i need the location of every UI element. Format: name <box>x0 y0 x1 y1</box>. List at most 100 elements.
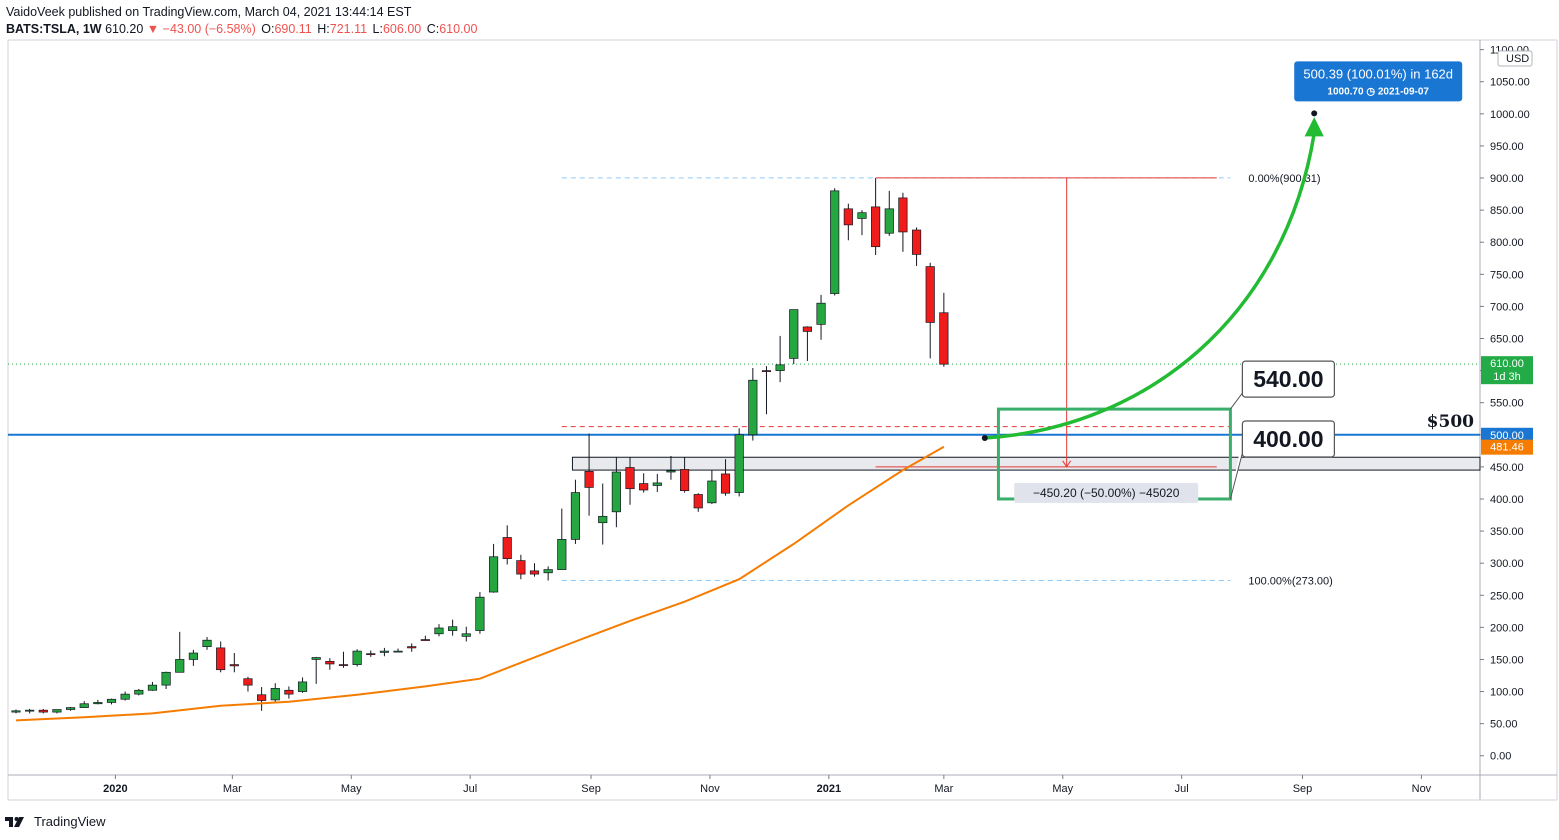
y-tick-label: 650.00 <box>1490 333 1524 345</box>
candle-up[interactable] <box>161 671 171 686</box>
x-tick-label: 2021 <box>817 783 841 795</box>
y-tick-label: 550.00 <box>1490 398 1524 410</box>
candle-up[interactable] <box>475 596 485 631</box>
candle-down[interactable] <box>366 653 376 656</box>
candle-up[interactable] <box>775 364 785 371</box>
candle-down[interactable] <box>680 469 690 491</box>
symbol-label[interactable]: BATS:TSLA, 1W <box>6 22 102 36</box>
candle-down[interactable] <box>529 570 540 575</box>
candle-down[interactable] <box>871 206 881 248</box>
projection-start-point[interactable] <box>981 434 988 441</box>
candle-up[interactable] <box>652 482 662 486</box>
candle-up[interactable] <box>270 687 280 701</box>
candle-up[interactable] <box>202 639 212 647</box>
callout-box[interactable] <box>1241 420 1335 458</box>
candle-up[interactable] <box>611 471 621 513</box>
candle-down[interactable] <box>216 647 226 671</box>
candle-down[interactable] <box>898 197 908 233</box>
candle-down[interactable] <box>625 467 635 490</box>
candle-up[interactable] <box>570 492 581 540</box>
candle-down[interactable] <box>761 370 772 372</box>
tradingview-brand: TradingView <box>34 813 106 829</box>
moving-average-line[interactable] <box>15 445 945 722</box>
projection-label-box[interactable] <box>1294 61 1463 102</box>
candle-up[interactable] <box>52 709 62 713</box>
candle-up[interactable] <box>488 556 499 593</box>
candle-up[interactable] <box>884 208 894 234</box>
y-tick-label: 100.00 <box>1490 687 1524 699</box>
support-zone[interactable] <box>571 456 1481 471</box>
candle-up[interactable] <box>789 309 799 359</box>
candle-down[interactable] <box>407 646 417 649</box>
candle-down[interactable] <box>584 471 594 488</box>
time-axis[interactable]: 2020 Mar May Jul Sep Nov 2021 Mar May Jul Sep Nov <box>103 775 1432 795</box>
x-tick-label: Nov <box>700 783 720 795</box>
candle-up[interactable] <box>557 539 567 570</box>
candle-down[interactable] <box>284 689 294 695</box>
candle-up[interactable] <box>434 627 444 635</box>
candle-up[interactable] <box>352 650 362 665</box>
candle-down[interactable] <box>939 312 949 365</box>
callout-box[interactable] <box>1241 360 1335 398</box>
candle-up[interactable] <box>666 470 676 473</box>
candle-down[interactable] <box>516 560 526 575</box>
candle-up[interactable] <box>748 379 758 436</box>
candle-up[interactable] <box>79 703 89 708</box>
candle-down[interactable] <box>502 537 512 560</box>
candle-down[interactable] <box>420 639 430 641</box>
candle-up[interactable] <box>25 709 35 712</box>
candle-up[interactable] <box>188 652 198 660</box>
drawings[interactable]: 0.00%(900.31)61.80%(512.63)100.00%(273.0… <box>8 173 1481 588</box>
candle-up[interactable] <box>120 693 130 700</box>
candle-down[interactable] <box>802 326 812 332</box>
candle-up[interactable] <box>11 710 21 713</box>
candle-up[interactable] <box>106 698 117 703</box>
measure-label-box <box>1014 482 1199 503</box>
price-tag[interactable] <box>1481 427 1533 443</box>
candle-up[interactable] <box>393 650 403 653</box>
candle-up[interactable] <box>707 480 717 504</box>
candle-up[interactable] <box>598 515 608 524</box>
overlays[interactable]: 500.39 (100.01%) in 162d 1000.70 ◷ 2021-0… <box>15 61 1463 722</box>
currency-label: USD <box>1506 53 1529 65</box>
candle-up[interactable] <box>175 659 185 673</box>
candle-up[interactable] <box>543 569 553 574</box>
candle-down[interactable] <box>229 664 239 667</box>
currency-badge[interactable] <box>1497 50 1533 67</box>
candle-up[interactable] <box>311 657 321 660</box>
candle-down[interactable] <box>843 208 853 226</box>
candle-up[interactable] <box>134 689 144 695</box>
candle-down[interactable] <box>325 661 335 665</box>
candle-down[interactable] <box>257 694 267 701</box>
candle-down[interactable] <box>693 494 703 509</box>
projection-arrow[interactable] <box>984 133 1316 440</box>
candle-up[interactable] <box>857 212 867 219</box>
y-tick-label: 1000.00 <box>1490 109 1530 121</box>
candle-up[interactable] <box>816 302 826 325</box>
price-tag[interactable] <box>1481 439 1533 455</box>
candle-up[interactable] <box>297 681 308 692</box>
candle-down[interactable] <box>720 473 731 494</box>
candle-up[interactable] <box>147 684 158 691</box>
price-axis[interactable]: 0.00 50.00 100.00 150.00 200.00 250.00 300.00 3… <box>1480 45 1533 763</box>
candle-up[interactable] <box>65 707 76 710</box>
candle-up[interactable] <box>448 626 458 631</box>
fib-level-label: 0.00%(900.31) <box>1248 173 1320 185</box>
candle-down[interactable] <box>911 229 922 255</box>
candle-down[interactable] <box>639 483 649 491</box>
candles[interactable] <box>11 178 949 714</box>
candle-up[interactable] <box>461 633 471 637</box>
candle-down[interactable] <box>38 709 48 713</box>
projection-end-point[interactable] <box>1311 110 1318 117</box>
y-tick-label: 200.00 <box>1490 622 1524 634</box>
candle-up[interactable] <box>379 650 389 653</box>
candle-down[interactable] <box>243 678 253 686</box>
candle-down[interactable] <box>925 266 935 323</box>
candle-down[interactable] <box>338 664 349 666</box>
price-tag[interactable] <box>1481 356 1533 385</box>
candle-up[interactable] <box>93 702 103 705</box>
candle-up[interactable] <box>734 434 744 493</box>
candle-up[interactable] <box>830 190 840 294</box>
tradingview-footer[interactable]: TradingView <box>4 813 106 829</box>
